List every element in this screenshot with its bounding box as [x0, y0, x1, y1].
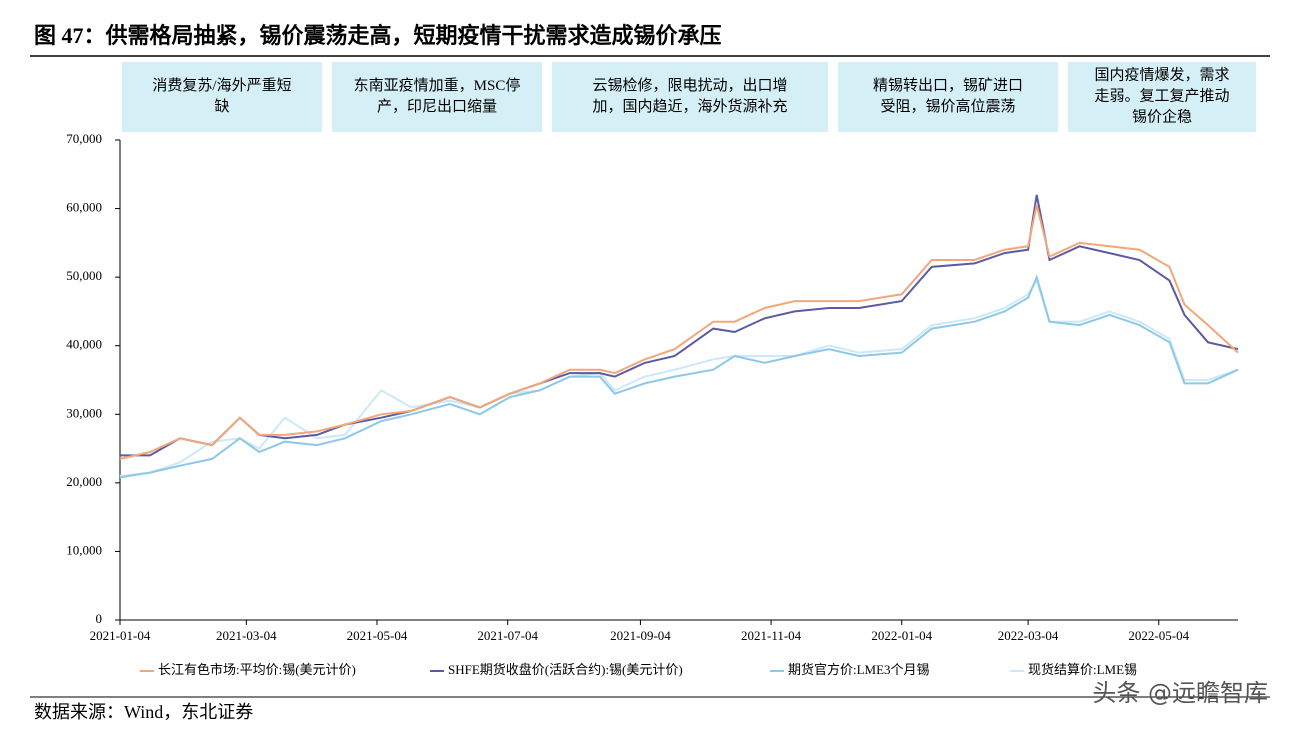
y-tick-label: 70,000: [66, 131, 102, 146]
legend-label: SHFE期货收盘价(活跃合约):锡(美元计价): [448, 662, 683, 677]
series-line: [119, 278, 1239, 477]
x-tick-label: 2021-11-04: [741, 628, 802, 643]
source: 数据来源：Wind，东北证券: [34, 702, 253, 722]
x-tick-label: 2022-03-04: [998, 628, 1059, 643]
annotation-box: [1068, 62, 1256, 132]
annotation-text: 云锡检修，限电扰动，出口增: [592, 77, 787, 94]
watermark: 头条 @远瞻智库: [1092, 679, 1268, 707]
x-tick-label: 2021-03-04: [216, 628, 277, 643]
y-tick-label: 10,000: [66, 542, 102, 557]
annotation-text: 缺: [214, 98, 229, 115]
legend-label: 期货官方价:LME3个月锡: [788, 662, 930, 677]
y-tick-label: 20,000: [66, 474, 102, 489]
x-tick-label: 2022-01-04: [871, 628, 932, 643]
annotation-box: [838, 62, 1058, 132]
annotation-box: [332, 62, 542, 132]
x-tick-label: 2021-01-04: [90, 628, 151, 643]
annotation-text: 加，国内趋近，海外货源补充: [592, 98, 787, 115]
series-line: [119, 204, 1239, 460]
y-tick-label: 60,000: [66, 200, 102, 215]
annotation-text: 产，印尼出口缩量: [377, 98, 497, 115]
annotation-text: 精锡转出口，锡矿进口: [873, 77, 1023, 94]
annotation-text: 消费复苏/海外严重短: [152, 76, 291, 94]
series-line: [120, 194, 1239, 457]
series-line: [119, 274, 1239, 479]
legend-label: 现货结算价:LME锡: [1028, 662, 1137, 677]
x-tick-label: 2022-05-04: [1128, 628, 1189, 643]
annotation-text: 东南亚疫情加重，MSC停: [354, 77, 521, 94]
y-tick-label: 40,000: [66, 337, 102, 352]
y-tick-label: 0: [96, 611, 103, 626]
annotation-text: 走弱。复工复产推动: [1094, 86, 1229, 104]
x-tick-label: 2021-07-04: [477, 628, 538, 643]
y-tick-label: 50,000: [66, 268, 102, 283]
y-tick-label: 30,000: [66, 405, 102, 420]
annotation-text: 国内疫情爆发，需求: [1094, 66, 1229, 83]
annotation-box: [122, 62, 322, 132]
annotation-text: 锡价企稳: [1132, 107, 1192, 125]
annotation-box: [552, 62, 828, 132]
x-tick-label: 2021-09-04: [610, 628, 671, 643]
annotation-text: 受阻，锡价高位震荡: [880, 98, 1015, 115]
chart-title: 图 47：供需格局抽紧，锡价震荡走高，短期疫情干扰需求造成锡价承压: [34, 23, 722, 48]
x-tick-label: 2021-05-04: [347, 628, 408, 643]
legend-label: 长江有色市场:平均价:锡(美元计价): [158, 662, 356, 677]
